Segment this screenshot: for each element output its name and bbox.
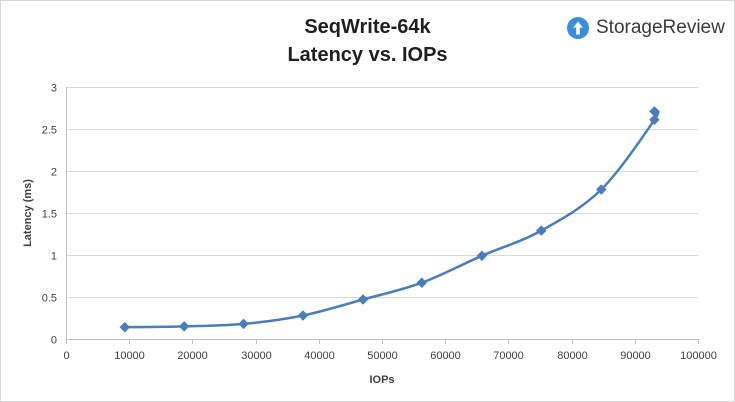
- data-point-marker: [238, 318, 249, 330]
- y-tick-label: 2.5: [42, 125, 57, 137]
- x-tick-label: 100000: [680, 350, 717, 362]
- data-point-marker: [649, 106, 660, 117]
- brand-name: StorageReview: [596, 17, 725, 38]
- y-tick-label: 0: [51, 335, 57, 347]
- x-tick-label: 20000: [177, 350, 208, 362]
- x-tick-label: 30000: [241, 350, 272, 362]
- storagereview-logo-icon: [567, 17, 589, 39]
- y-tick-labels: 0 0.5 1 1.5 2 2.5 3: [42, 83, 57, 347]
- chart-subtitle: Latency vs. IOPs: [287, 44, 448, 66]
- y-tick-label: 0.5: [42, 293, 57, 305]
- data-point-marker: [535, 225, 547, 236]
- y-tick-label: 3: [51, 83, 57, 95]
- y-axis-label: Latency (ms): [22, 179, 34, 247]
- x-tick-labels: 0 10000 20000 30000 40000 50000 60000 70000 8000…: [63, 350, 716, 362]
- x-tick-label: 10000: [114, 350, 145, 362]
- data-point-marker: [476, 250, 488, 262]
- series-group: [119, 106, 660, 333]
- series-line: [124, 109, 660, 329]
- axes: [66, 87, 699, 344]
- x-tick-label: 0: [63, 350, 69, 362]
- y-tick-label: 1.5: [42, 209, 57, 221]
- x-tick-label: 80000: [557, 350, 588, 362]
- data-point-marker: [595, 184, 607, 195]
- brand-logo: StorageReview: [567, 15, 725, 41]
- data-point-marker: [297, 310, 309, 321]
- chart-title: SeqWrite-64k: [304, 16, 431, 38]
- x-tick-label: 50000: [367, 350, 398, 362]
- x-tick-label: 40000: [304, 350, 335, 362]
- x-tick-label: 60000: [430, 350, 461, 362]
- chart-title-block: SeqWrite-64k Latency vs. IOPs: [1, 13, 734, 69]
- x-tick-label: 90000: [620, 350, 651, 362]
- data-point-marker: [119, 321, 131, 333]
- data-point-marker: [357, 294, 369, 305]
- data-point-marker: [416, 277, 428, 289]
- x-axis-label: IOPs: [369, 374, 394, 386]
- gridlines: [66, 87, 698, 298]
- x-tick-label: 70000: [493, 350, 524, 362]
- y-tick-label: 1: [51, 251, 57, 263]
- data-point-marker: [178, 321, 190, 332]
- y-tick-label: 2: [51, 167, 57, 179]
- data-point-marker: [649, 114, 660, 126]
